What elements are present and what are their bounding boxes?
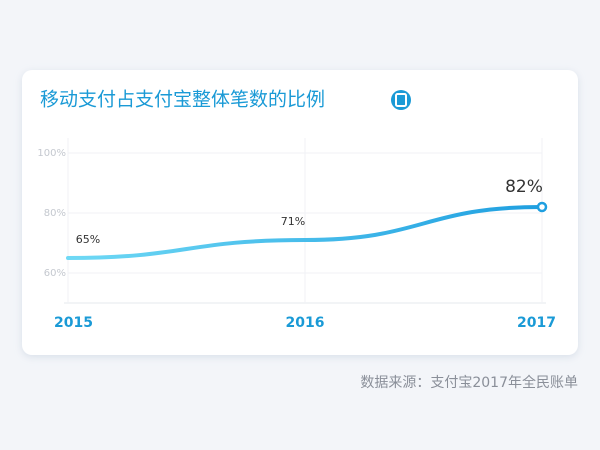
x-tick-label: 2016 xyxy=(286,315,325,331)
data-label: 65% xyxy=(76,233,100,246)
x-tick-label: 2015 xyxy=(54,315,93,331)
icon xyxy=(391,90,411,110)
source: 数据来源：支付宝2017年全民账单 xyxy=(360,374,578,391)
y-tick-label: 60% xyxy=(44,268,66,279)
point xyxy=(536,201,548,213)
data-label: 82% xyxy=(505,177,543,197)
line xyxy=(66,205,544,260)
y-tick-label: 100% xyxy=(37,148,66,159)
data-label: 71% xyxy=(281,215,305,228)
x-tick-label: 2017 xyxy=(517,315,556,331)
y-tick-label: 80% xyxy=(44,208,66,219)
chart-title: 移动支付占支付宝整体笔数的比例 xyxy=(40,89,325,111)
